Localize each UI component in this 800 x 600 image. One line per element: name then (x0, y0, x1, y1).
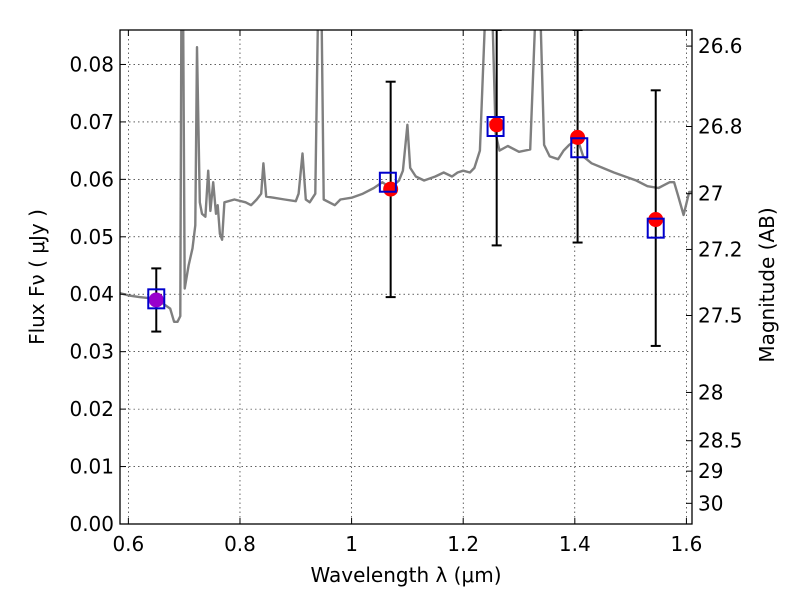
x-tick-label: 0.6 (112, 532, 144, 556)
y2-tick-label: 29 (698, 459, 723, 483)
x-tick-label: 1.6 (671, 532, 703, 556)
y-tick-label: 0.07 (69, 110, 114, 134)
x-tick-label: 1.2 (447, 532, 479, 556)
plot-frame (119, 29, 693, 525)
x-tick-label: 1.4 (559, 532, 591, 556)
observed-point (383, 181, 399, 197)
y2-axis-label: Magnitude (AB) (755, 207, 779, 362)
y2-tick-label: 27 (698, 182, 723, 206)
y2-tick-label: 27.2 (698, 237, 743, 261)
y-tick-label: 0.03 (69, 340, 114, 364)
y2-tick-label: 26.6 (698, 34, 743, 58)
model-square (646, 217, 665, 239)
observed-point (148, 292, 164, 308)
spectrum-line (120, 30, 692, 323)
x-axis-label: Wavelength λ (μm) (310, 563, 501, 587)
y2-tick-label: 26.8 (698, 115, 743, 139)
model-square (147, 288, 166, 310)
model-square (486, 116, 505, 138)
x-tick-label: 0.8 (224, 532, 256, 556)
plot-area (120, 30, 692, 347)
y-axis-label: Flux Fν ( μJy ) (25, 209, 49, 345)
x-tick-label: 1 (345, 532, 358, 556)
observed-point (489, 117, 505, 133)
y2-tick-label: 28.5 (698, 429, 743, 453)
y2-tick-label: 30 (698, 491, 723, 515)
grid (120, 30, 692, 524)
y2-tick-label: 28 (698, 380, 723, 404)
model-square (570, 137, 589, 159)
y-tick-label: 0.02 (69, 397, 114, 421)
y-tick-label: 0.00 (69, 512, 114, 536)
y-tick-label: 0.05 (69, 225, 114, 249)
axes-ticks: 0.6 0.8 1 1.2 1.4 1.6 0.00 0.01 0.02 0.03 0.04 0.05… (69, 30, 743, 556)
y-tick-label: 0.06 (69, 167, 114, 191)
y-tick-label: 0.01 (69, 455, 114, 479)
model-square (378, 171, 397, 193)
y-tick-label: 0.04 (69, 282, 114, 306)
y2-tick-label: 27.5 (698, 303, 743, 327)
y-tick-label: 0.08 (69, 52, 114, 76)
